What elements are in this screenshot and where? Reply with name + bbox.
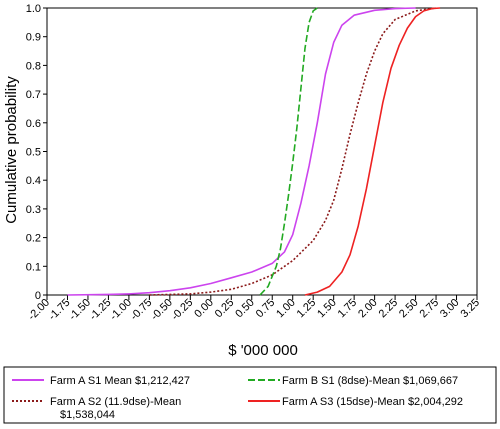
y-tick-label: 0.5 (26, 147, 41, 159)
x-tick-label: 0.50 (233, 297, 257, 321)
x-tick-label: 0.75 (254, 297, 278, 321)
x-tick-label: 3.00 (438, 297, 462, 321)
y-tick-label: 0.9 (26, 32, 41, 44)
series-line (304, 7, 441, 296)
x-axis-title: $ '000 000 (228, 342, 298, 359)
x-tick-label: 0.25 (213, 297, 237, 321)
series-line (259, 7, 318, 296)
x-tick-label: 1.25 (295, 297, 319, 321)
y-axis-title: Cumulative probability (3, 76, 20, 224)
x-tick-label: -1.75 (46, 297, 72, 323)
x-tick-label: 2.50 (397, 297, 421, 321)
x-tick-label: 2.25 (377, 297, 401, 321)
y-tick-label: 0 (35, 290, 41, 302)
legend-label: $1,538,044 (60, 409, 115, 421)
x-tick-label: 0.00 (192, 297, 216, 321)
x-tick-label: -1.25 (87, 297, 113, 323)
legend-label: Farm A S3 (15dse)-Mean $2,004,292 (282, 396, 463, 408)
x-tick-label: 1.75 (336, 297, 360, 321)
series-line (67, 7, 416, 296)
x-tick-label: -0.50 (149, 297, 175, 323)
plot-frame (46, 7, 478, 296)
x-tick-label: 3.25 (458, 297, 482, 321)
y-tick-label: 0.3 (26, 204, 41, 216)
y-tick-label: 1.0 (26, 3, 41, 15)
y-axis-title-group: Cumulative probability (3, 76, 20, 224)
y-tick-label: 0.2 (26, 233, 41, 245)
x-tick-label: 2.00 (356, 297, 380, 321)
y-tick-label: 0.4 (26, 175, 41, 187)
x-tick-label: -1.50 (67, 297, 93, 323)
series-line (149, 7, 437, 296)
legend-label: Farm A S1 Mean $1,212,427 (50, 375, 190, 387)
y-tick-label: 0.6 (26, 118, 41, 130)
x-tick-label: -2.00 (26, 297, 52, 323)
plot-area: 0 0.1 0.2 0.3 0.4 0.5 0.6 0.7 0.8 0.9 1.0 -2.00-1.7… (26, 3, 482, 323)
y-tick-label: 0.7 (26, 89, 41, 101)
x-tick-label: 1.50 (315, 297, 339, 321)
x-tick-label: -0.75 (128, 297, 154, 323)
x-tick-label: -0.25 (169, 297, 195, 323)
x-tick-label: 1.00 (274, 297, 298, 321)
x-tick-label: 2.75 (418, 297, 442, 321)
y-tick-label: 0.1 (26, 261, 41, 273)
x-tick-label: -1.00 (108, 297, 134, 323)
y-tick-label: 0.8 (26, 60, 41, 72)
legend-label: Farm B S1 (8dse)-Mean $1,069,667 (282, 375, 458, 387)
legend-label: Farm A S2 (11.9dse)-Mean (50, 396, 181, 408)
legend-box (3, 366, 497, 424)
legend: Farm A S1 Mean $1,212,427 Farm B S1 (8dse… (3, 366, 497, 424)
